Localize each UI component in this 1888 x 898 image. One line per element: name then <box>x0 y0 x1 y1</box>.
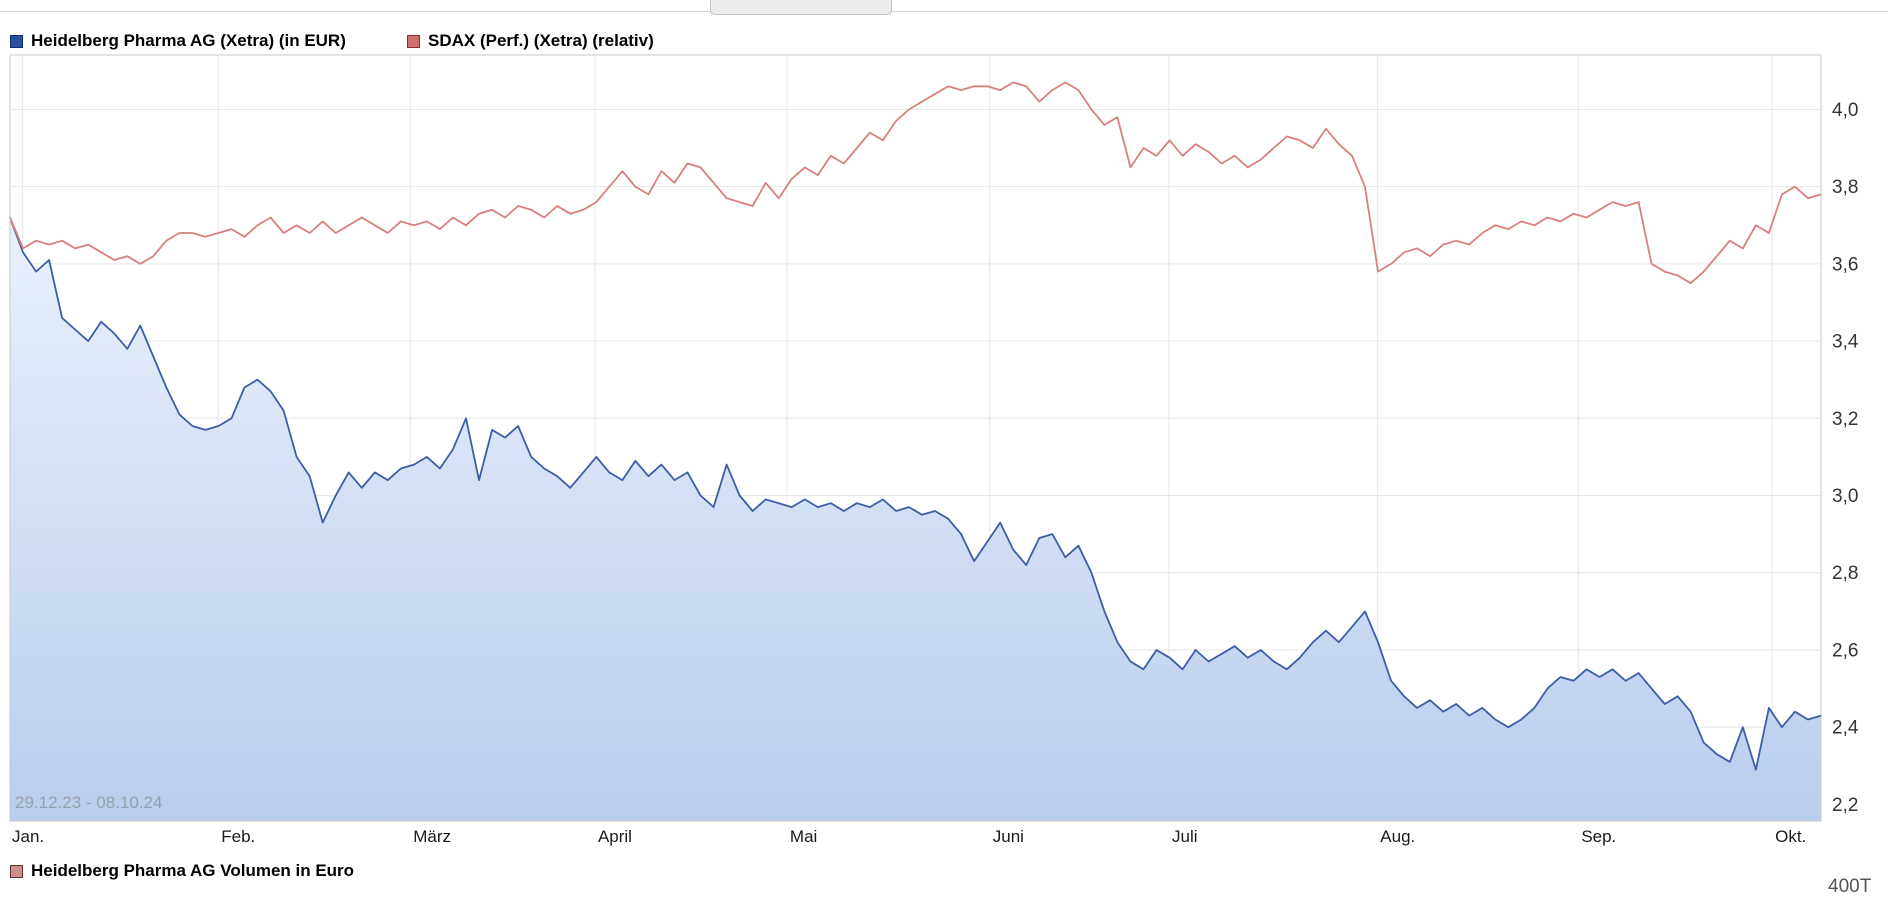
series-area-0 <box>10 217 1821 821</box>
x-tick-label: Sep. <box>1581 827 1616 846</box>
plot-border <box>9 54 1822 822</box>
legend-label-sdax: SDAX (Perf.) (Xetra) (relativ) <box>428 31 654 50</box>
series-line-1 <box>9 81 1822 285</box>
y-tick-label: 3,4 <box>1832 332 1859 353</box>
legend-item-sdax: SDAX (Perf.) (Xetra) (relativ) <box>407 31 654 51</box>
legend-item-volume: Heidelberg Pharma AG Volumen in Euro <box>10 861 354 881</box>
x-tick-label: Aug. <box>1380 827 1415 846</box>
y-tick-label: 2,4 <box>1832 718 1859 739</box>
top-divider <box>0 11 1888 12</box>
x-tick-label: April <box>598 827 632 846</box>
volume-series-swatch <box>10 864 23 878</box>
chart-panel-handle[interactable] <box>710 0 892 15</box>
y-tick-label: 3,6 <box>1832 254 1858 275</box>
y-tick-label: 3,2 <box>1832 409 1858 430</box>
y-tick-label: 3,0 <box>1832 486 1858 507</box>
legend-label-heidelberg: Heidelberg Pharma AG (Xetra) (in EUR) <box>31 31 346 50</box>
x-tick-label: Jan. <box>12 827 44 846</box>
sdax-series-swatch <box>407 34 420 48</box>
heidelberg-series-swatch <box>10 34 23 48</box>
y-tick-label: 4,0 <box>1832 100 1858 121</box>
y-tick-label: 2,8 <box>1832 563 1858 584</box>
y-tick-label: 2,2 <box>1832 795 1858 816</box>
y-tick-label: 3,8 <box>1832 177 1858 198</box>
x-tick-label: Juli <box>1172 827 1198 846</box>
series-line-0 <box>9 216 1822 771</box>
x-tick-label: Okt. <box>1775 827 1806 846</box>
x-tick-label: Feb. <box>221 827 255 846</box>
legend-item-heidelberg: Heidelberg Pharma AG (Xetra) (in EUR) <box>10 31 346 51</box>
x-tick-label: März <box>413 827 451 846</box>
volume-axis-tick-partial: 400T <box>1828 876 1872 897</box>
date-range-label: 29.12.23 - 08.10.24 <box>15 793 163 812</box>
x-tick-label: Juni <box>993 827 1024 846</box>
x-tick-label: Mai <box>790 827 817 846</box>
y-tick-label: 2,6 <box>1832 640 1858 661</box>
legend-label-volume: Heidelberg Pharma AG Volumen in Euro <box>31 861 355 880</box>
